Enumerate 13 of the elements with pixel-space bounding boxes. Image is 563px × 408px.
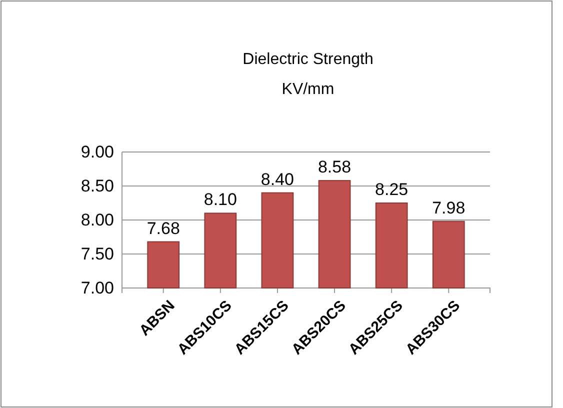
data-label: 7.98: [432, 198, 466, 218]
y-tick-label: 7.00: [80, 278, 114, 298]
data-label: 8.10: [204, 190, 237, 210]
chart-title: Dielectric Strength: [242, 51, 374, 68]
data-label: 8.25: [375, 180, 408, 199]
y-tick-label: 7.50: [80, 244, 114, 264]
chart-subtitle: KV/mm: [282, 81, 334, 98]
y-tick-label: 8.50: [80, 176, 114, 196]
y-tick-label: 8.00: [80, 210, 114, 230]
data-label: 7.68: [146, 218, 180, 238]
data-label: 8.40: [260, 170, 294, 189]
y-tick-label: 9.00: [80, 142, 114, 162]
data-label: 8.58: [318, 158, 352, 177]
